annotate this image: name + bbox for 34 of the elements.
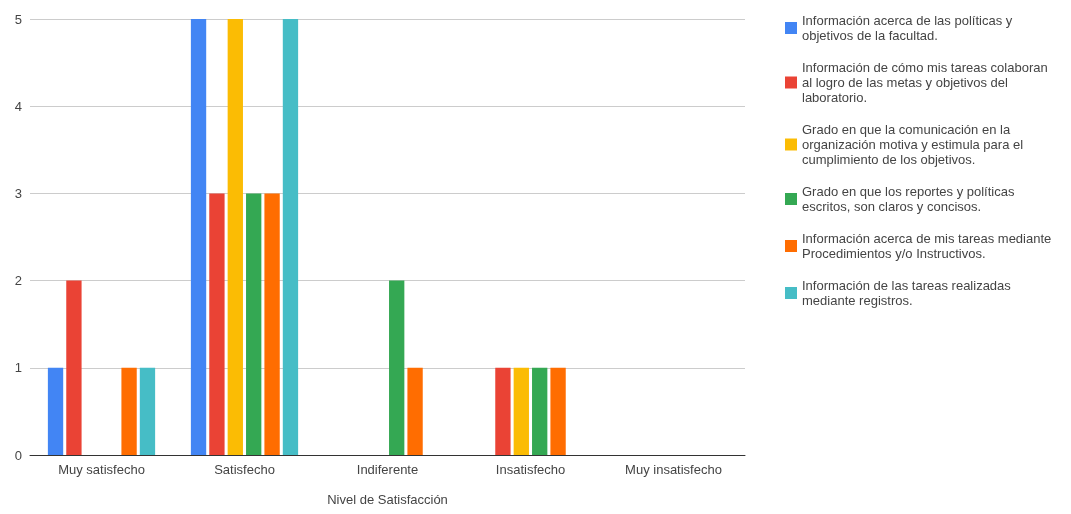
- x-tick-label: Muy satisfecho: [58, 462, 145, 477]
- y-tick-label: 4: [14, 98, 22, 114]
- bar: [66, 280, 82, 455]
- y-tick-label: 0: [14, 447, 22, 463]
- x-tick-label: Insatisfecho: [495, 462, 566, 477]
- bar: [389, 280, 405, 455]
- y-tick-label: 2: [14, 273, 22, 289]
- x-tick-label: Satisfecho: [214, 462, 275, 477]
- legend-label: Información acerca de mis tareas mediante Procedimientos y/o Instructivos.: [802, 231, 1055, 261]
- legend-label: Información de las tareas realizadas mediante registros.: [802, 278, 1015, 308]
- legend-label: Información acerca de las políticas y objetivos de la facultad.: [802, 13, 1016, 43]
- bar: [190, 19, 207, 455]
- bar: [513, 367, 529, 455]
- bar: [264, 193, 280, 455]
- bar: [121, 367, 137, 455]
- x-axis-title: Nivel de Satisfacción: [327, 492, 448, 507]
- bar: [407, 367, 423, 455]
- x-tick-label: Muy insatisfecho: [625, 462, 722, 477]
- bar: [139, 367, 156, 455]
- bar: [550, 367, 566, 455]
- bar: [47, 367, 64, 455]
- bar: [495, 367, 511, 455]
- bar: [209, 193, 225, 455]
- bar: [282, 19, 299, 455]
- legend-label: Grado en que los reportes y políticas escritos, son claros y concisos.: [802, 184, 1019, 214]
- x-tick-label: Indiferente: [356, 462, 419, 477]
- y-tick-label: 1: [14, 360, 22, 376]
- bar: [227, 19, 243, 455]
- legend-label: Grado en que la comunicación en la organización motiva y estimula para el cumplimiento de los objetivos.: [802, 122, 1027, 167]
- y-tick-label: 5: [14, 11, 22, 27]
- bar: [532, 367, 548, 455]
- legend-label: Información de cómo mis tareas colaboran al logro de las metas y objetivos del laboratorio.: [802, 60, 1052, 105]
- bar: [246, 193, 262, 455]
- y-tick-label: 3: [14, 185, 22, 201]
